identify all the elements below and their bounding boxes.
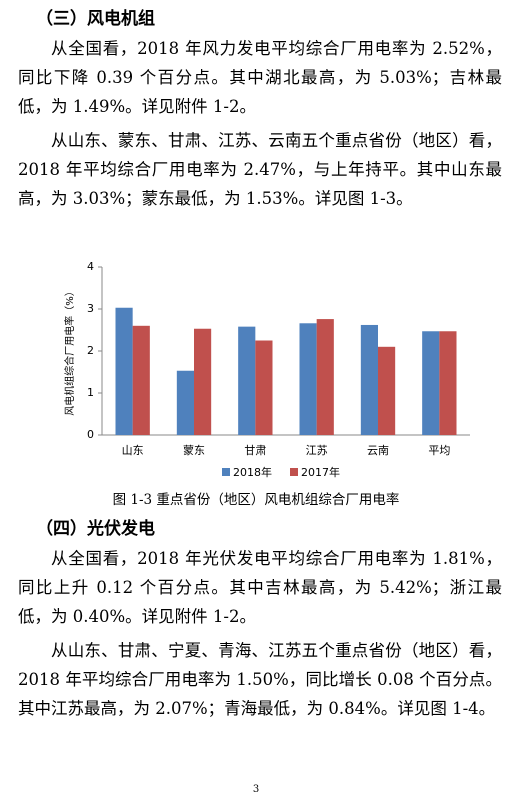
- y-tick-label: 4: [87, 260, 94, 273]
- chart: 0 1 2 3 4 风电机组综合厂用电率（%） 山东 蒙东 甘肃 江苏 云南 平均 2018年 2017年: [63, 260, 470, 479]
- heading: （三）风电机组: [36, 9, 155, 29]
- page-number: 3: [252, 784, 260, 795]
- legend-swatch: [222, 468, 230, 476]
- paragraph: 从山东、甘肃、宁夏、青海、江苏五个重点省份（地区）看，2018 年平均综合厂用电…: [18, 641, 502, 718]
- bar: [316, 319, 334, 435]
- x-tick-label: 云南: [367, 444, 389, 457]
- y-tick-label: 1: [87, 386, 94, 399]
- bar: [360, 324, 378, 435]
- paragraph: 从山东、蒙东、甘肃、江苏、云南五个重点省份（地区）看，2018 年平均综合厂用电…: [18, 131, 502, 208]
- bar: [194, 328, 212, 435]
- y-tick-label: 3: [87, 302, 94, 315]
- y-tick-label: 2: [87, 344, 94, 357]
- y-tick-label: 0: [87, 428, 94, 441]
- bar: [299, 323, 317, 435]
- x-tick-label: 平均: [428, 444, 450, 457]
- bar: [439, 331, 457, 435]
- heading: （四）光伏发电: [36, 519, 155, 539]
- x-tick-label: 山东: [122, 444, 144, 457]
- chart-caption: 图 1-3 重点省份（地区）风电机组综合厂用电率: [112, 492, 400, 508]
- bar: [115, 307, 133, 435]
- legend-label: 2017年: [301, 465, 340, 479]
- bar: [176, 370, 194, 435]
- paragraph: 从全国看，2018 年光伏发电平均综合厂用电率为 1.81%，同比上升 0.12…: [18, 549, 502, 626]
- bar: [255, 340, 273, 435]
- bar: [378, 346, 396, 435]
- x-tick-label: 蒙东: [183, 444, 205, 457]
- bar: [132, 325, 150, 435]
- y-axis-label: 风电机组综合厂用电率（%）: [63, 286, 76, 416]
- legend-swatch: [290, 468, 298, 476]
- x-tick-label: 甘肃: [244, 444, 266, 457]
- bar: [422, 331, 440, 435]
- x-tick-label: 江苏: [306, 444, 328, 457]
- paragraph: 从全国看，2018 年风力发电平均综合厂用电率为 2.52%，同比下降 0.39…: [18, 39, 502, 116]
- legend-label: 2018年: [233, 465, 272, 479]
- bar: [238, 326, 256, 435]
